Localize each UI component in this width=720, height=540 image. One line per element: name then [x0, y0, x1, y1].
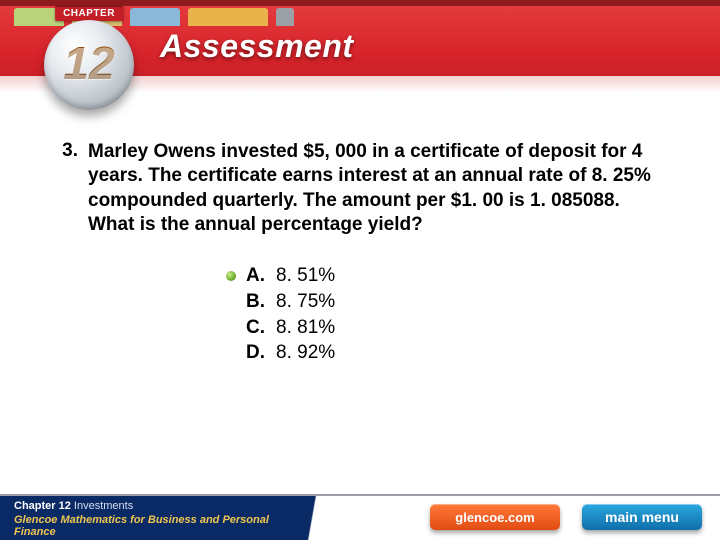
tab-orange — [188, 8, 268, 26]
answer-text: 8. 81% — [276, 315, 335, 341]
glencoe-button[interactable]: glencoe.com — [430, 504, 560, 530]
glencoe-label: glencoe.com — [455, 510, 534, 525]
question-block: 3. Marley Owens invested $5, 000 in a ce… — [56, 140, 664, 366]
answer-option[interactable]: A. 8. 51% — [226, 263, 664, 289]
bullet-icon — [226, 271, 236, 281]
answer-letter: B. — [246, 289, 268, 315]
answer-list: A. 8. 51% B. 8. 75% C. 8. 81% D. 8. 92% — [226, 263, 664, 366]
chapter-circle: 12 — [44, 20, 134, 110]
footer-chapter-label: Chapter 12 — [14, 500, 71, 512]
footer-chapter-topic: Investments — [74, 500, 133, 512]
main-menu-button[interactable]: main menu — [582, 504, 702, 530]
footer-book-title: Glencoe Mathematics for Business and Per… — [14, 514, 290, 538]
answer-letter: A. — [246, 263, 268, 289]
footer-chapter-line: Chapter 12 Investments — [14, 500, 290, 512]
question-text: Marley Owens invested $5, 000 in a certi… — [88, 140, 664, 237]
chapter-number: 12 — [63, 36, 114, 90]
answer-text: 8. 51% — [276, 263, 335, 289]
answer-text: 8. 92% — [276, 340, 335, 366]
chapter-ribbon: CHAPTER — [55, 6, 123, 21]
answer-option[interactable]: C. 8. 81% — [226, 315, 664, 341]
footer: Chapter 12 Investments Glencoe Mathemati… — [0, 494, 720, 540]
answer-option[interactable]: D. 8. 92% — [226, 340, 664, 366]
answer-option[interactable]: B. 8. 75% — [226, 289, 664, 315]
answer-letter: D. — [246, 340, 268, 366]
main-menu-label: main menu — [605, 509, 679, 525]
answer-letter: C. — [246, 315, 268, 341]
chapter-badge: CHAPTER 12 — [30, 6, 148, 106]
question-number: 3. — [56, 140, 78, 237]
tab-grey — [276, 8, 294, 26]
answer-text: 8. 75% — [276, 289, 335, 315]
page-title: Assessment — [160, 28, 354, 65]
footer-blue-panel: Chapter 12 Investments Glencoe Mathemati… — [0, 496, 300, 540]
